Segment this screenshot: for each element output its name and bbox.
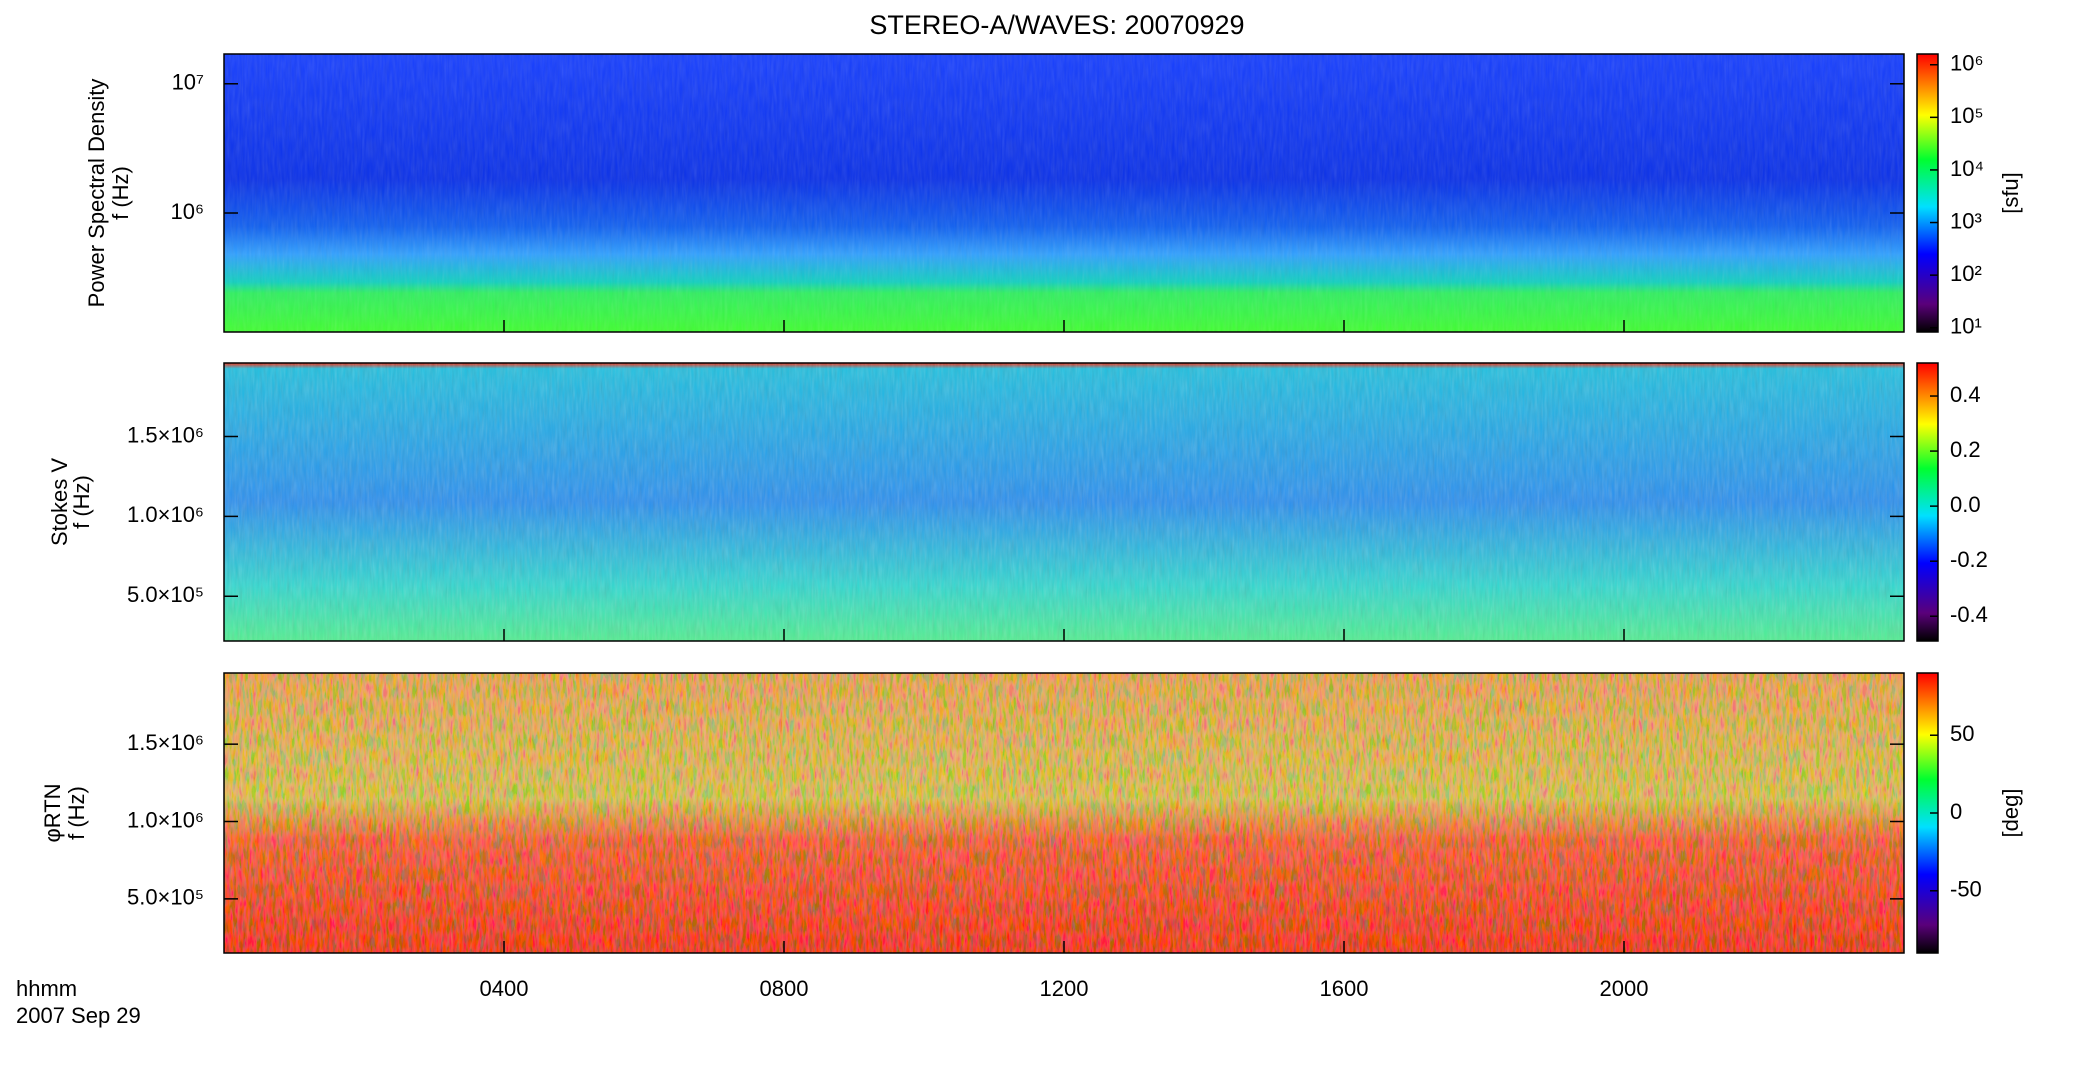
colorbar-label: [deg] [1998,789,2023,838]
y-tick-label: 1.5×10⁶ [127,422,204,447]
colorbar [1916,53,1939,333]
colorbar-tick-label: -50 [1950,877,1982,902]
y-axis-label: f (Hz) [64,786,89,840]
y-axis-label: Power Spectral Density [84,79,109,308]
spectrogram-texture [224,54,1904,332]
y-tick-label: 1.5×10⁶ [127,730,204,755]
x-tick-label: 2000 [1600,976,1649,1001]
chart-title: STEREO-A/WAVES: 20070929 [869,10,1244,40]
y-axis-label: φRTN [40,783,65,842]
x-tick-label: 1200 [1040,976,1089,1001]
x-tick-label: 0400 [480,976,529,1001]
colorbar-tick-label: -0.4 [1950,602,1988,627]
x-tick-label: 0800 [760,976,809,1001]
y-tick-label: 5.0×10⁵ [127,582,204,607]
colorbar-tick-label: 10⁵ [1950,103,1984,128]
y-axis-label: Stokes V [47,458,72,546]
colorbar-tick-label: 50 [1950,721,1974,746]
spectrogram-texture [224,673,1904,953]
colorbar-tick-label: 10³ [1950,208,1982,233]
y-axis-label: f (Hz) [69,475,94,529]
y-tick-label: 5.0×10⁵ [127,885,204,910]
y-tick-label: 10⁶ [170,199,204,224]
y-axis-label: f (Hz) [108,166,133,220]
colorbar [1916,362,1939,642]
colorbar-tick-label: 10¹ [1950,314,1982,339]
colorbar-tick-label: 10⁶ [1950,51,1984,76]
x-tick-label: 1600 [1320,976,1369,1001]
y-tick-label: 10⁷ [172,70,204,95]
x-axis-date: 2007 Sep 29 [16,1003,141,1028]
y-tick-label: 1.0×10⁶ [127,502,204,527]
x-axis-label: hhmm [16,976,77,1001]
colorbar-tick-label: -0.2 [1950,547,1988,572]
colorbar-tick-label: 10² [1950,261,1982,286]
colorbar-tick-label: 0.4 [1950,382,1981,407]
colorbar-tick-label: 10⁴ [1950,156,1984,181]
colorbar-tick-label: 0.2 [1950,437,1981,462]
spectrogram-texture [224,363,1904,641]
colorbar-label: [sfu] [1998,172,2023,214]
colorbar-tick-label: 0 [1950,799,1962,824]
y-tick-label: 1.0×10⁶ [127,807,204,832]
colorbar-tick-label: 0.0 [1950,492,1981,517]
